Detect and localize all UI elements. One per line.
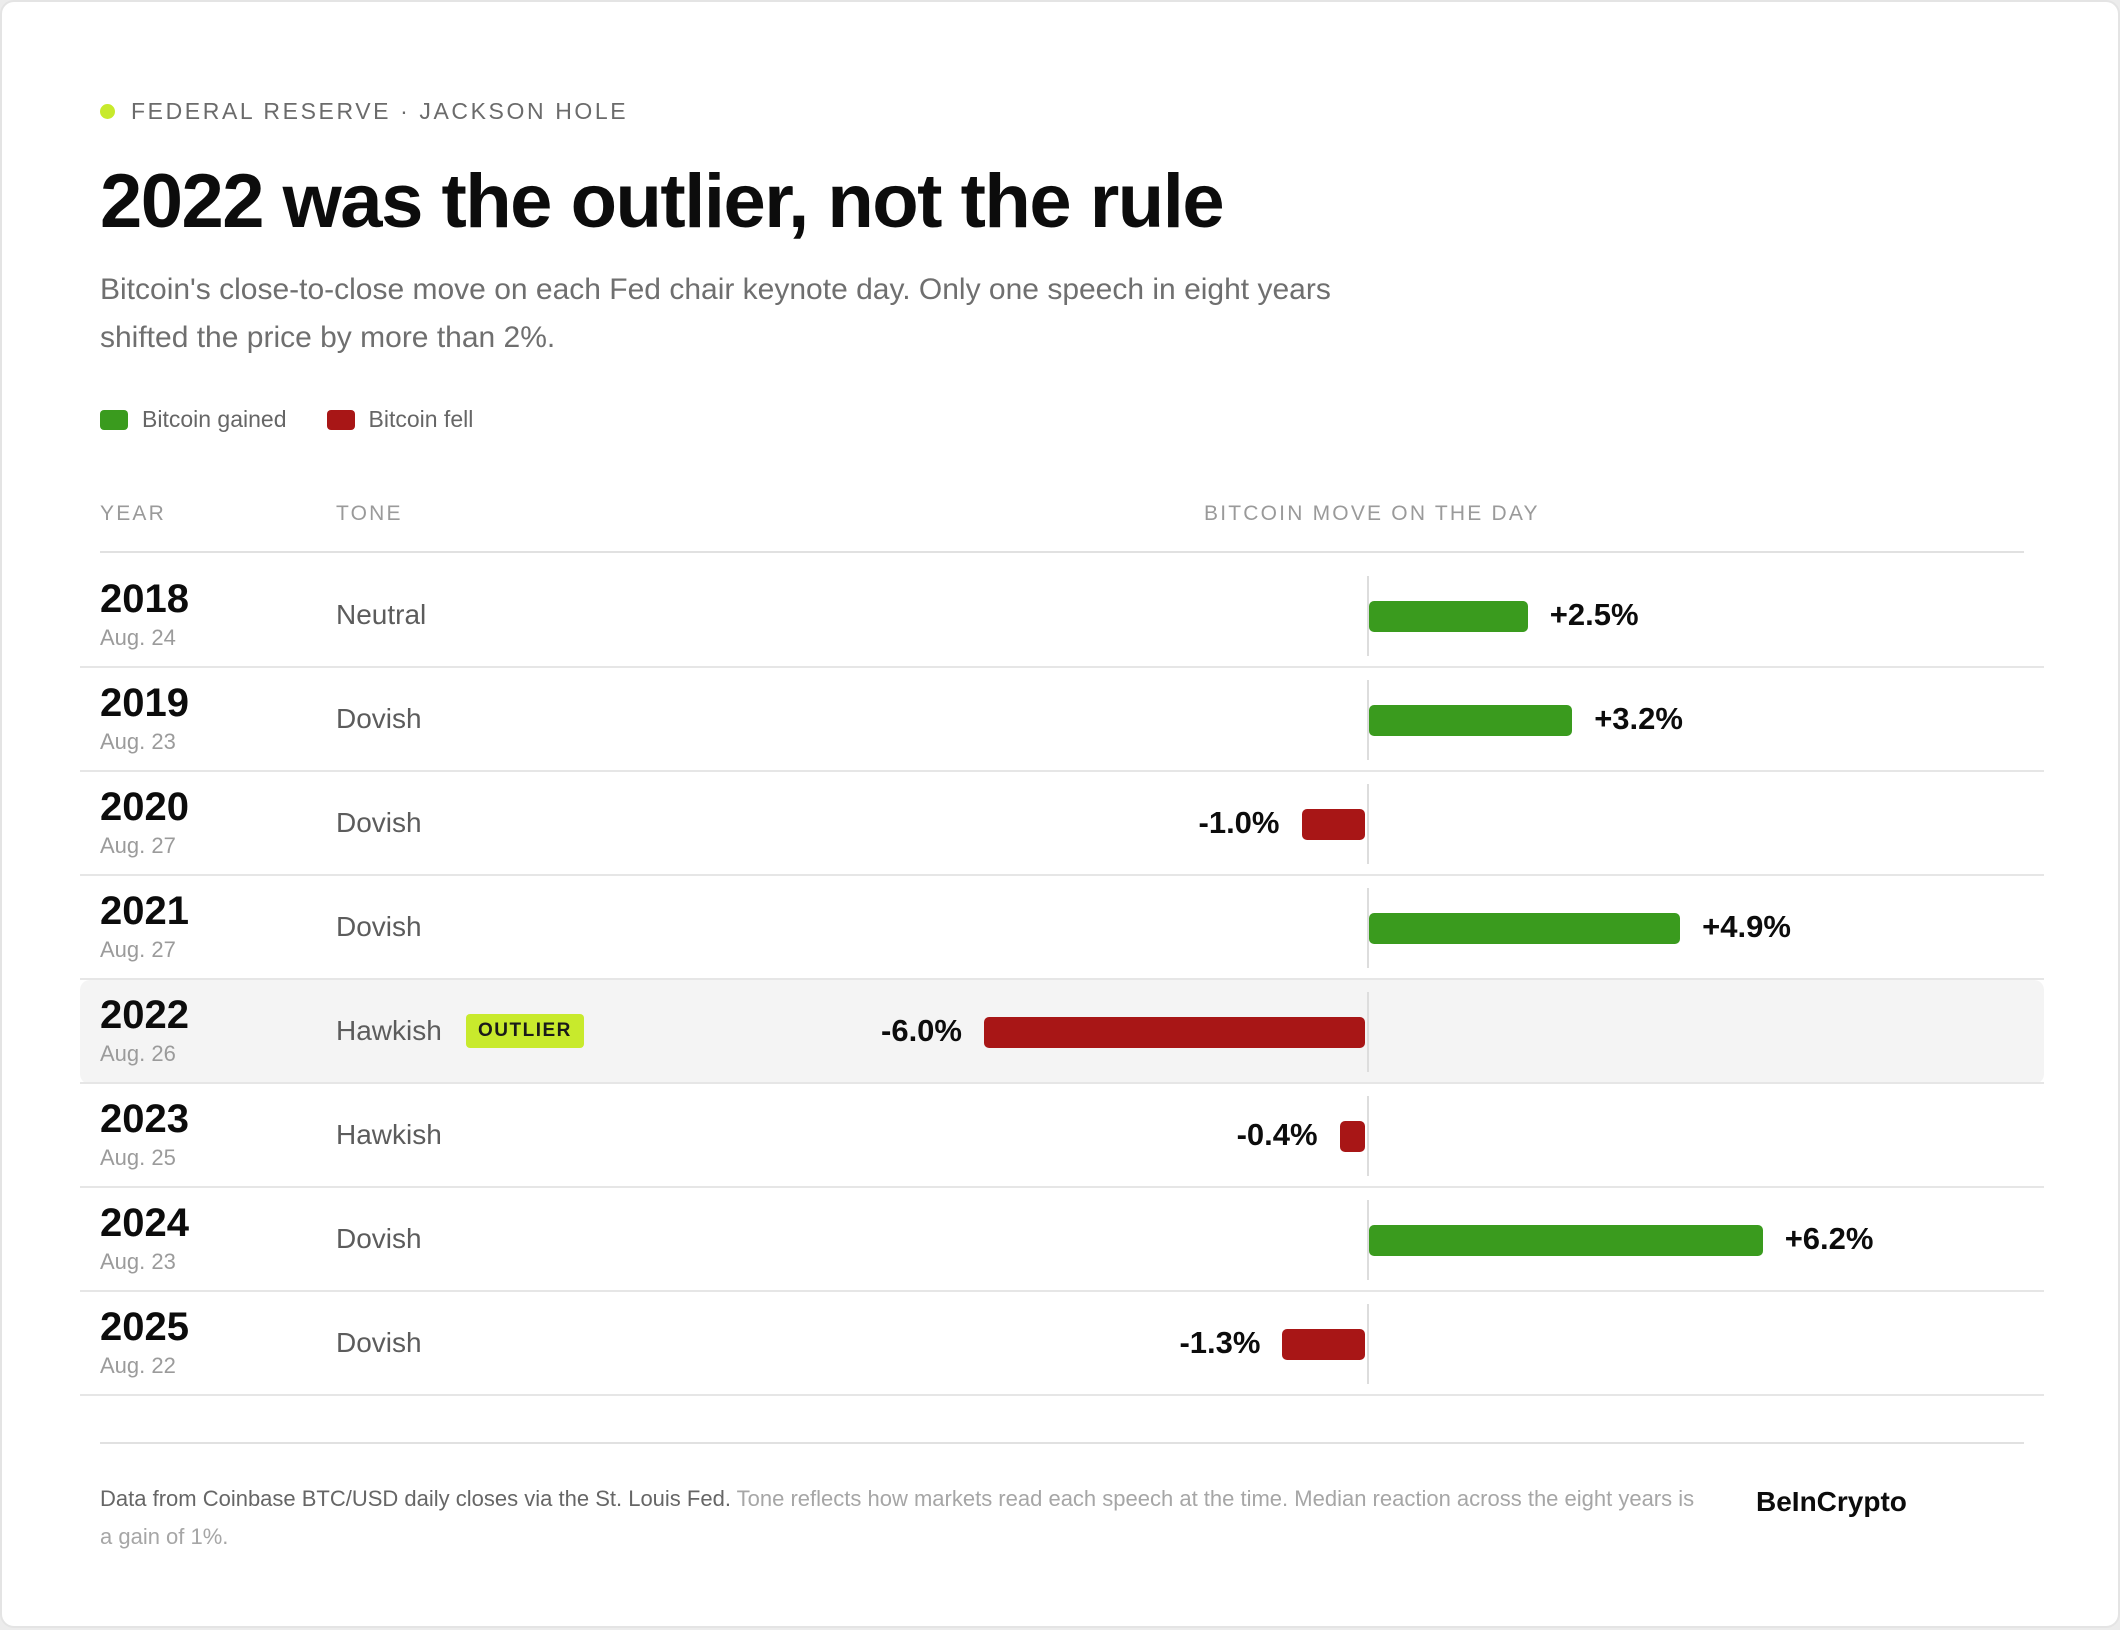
table-row: 2018 Aug. 24 Neutral +2.5% — [80, 564, 2044, 668]
legend: Bitcoin gained Bitcoin fell — [100, 406, 513, 433]
row-date: Aug. 22 — [100, 1353, 176, 1378]
legend-swatch-gained — [100, 409, 128, 430]
bar-gain — [1369, 601, 1528, 632]
bar-loss — [1339, 1121, 1365, 1152]
row-divider — [80, 874, 2044, 876]
zero-axis-line — [1367, 992, 1369, 1072]
row-divider — [80, 1082, 2044, 1084]
row-date: Aug. 23 — [100, 1249, 176, 1274]
value-label: -0.4% — [1236, 1117, 1318, 1152]
row-tone: Dovish — [336, 1223, 422, 1254]
value-label: +3.2% — [1594, 701, 1683, 736]
legend-item-gained: Bitcoin gained — [100, 406, 287, 433]
kicker: FEDERAL RESERVE · JACKSON HOLE — [100, 98, 628, 125]
row-year: 2019 — [100, 681, 189, 725]
row-date: Aug. 23 — [100, 729, 176, 754]
row-year: 2022 — [100, 993, 189, 1037]
value-label: -1.0% — [1198, 805, 1280, 840]
bar-gain — [1369, 1225, 1763, 1256]
header-divider — [100, 551, 2024, 553]
table-row: 2025 Aug. 22 Dovish -1.3% — [80, 1292, 2044, 1396]
row-tone: Neutral — [336, 599, 427, 630]
row-date: Aug. 25 — [100, 1145, 176, 1170]
value-label: -1.3% — [1179, 1325, 1261, 1360]
legend-label-gained: Bitcoin gained — [142, 406, 287, 432]
value-label: +6.2% — [1784, 1221, 1874, 1256]
legend-swatch-fell — [326, 409, 355, 430]
row-tone: Hawkish — [336, 1015, 442, 1046]
row-date: Aug. 27 — [100, 937, 176, 962]
zero-axis-line — [1367, 680, 1369, 760]
row-divider — [80, 978, 2044, 980]
zero-axis-line — [1367, 1096, 1369, 1176]
legend-item-fell: Bitcoin fell — [326, 406, 474, 433]
chart-title: 2022 was the outlier, not the rule — [100, 159, 1225, 244]
footer-source: Data from Coinbase BTC/USD daily closes … — [100, 1486, 731, 1511]
column-header-year: YEAR — [100, 502, 166, 525]
column-header-tone: TONE — [336, 502, 403, 525]
table-row: 2021 Aug. 27 Dovish +4.9% — [80, 876, 2044, 980]
row-tone: Hawkish — [336, 1119, 442, 1150]
outlier-badge: OUTLIER — [466, 1014, 584, 1048]
zero-axis-line — [1367, 576, 1369, 656]
row-year: 2025 — [100, 1305, 189, 1349]
row-tone: Dovish — [336, 807, 422, 838]
row-tone: Dovish — [336, 703, 422, 734]
zero-axis-line — [1367, 784, 1369, 864]
footer-divider — [100, 1442, 2024, 1444]
value-label: +2.5% — [1549, 597, 1639, 632]
row-year: 2024 — [100, 1201, 189, 1245]
table-row: 2022 Aug. 26 Hawkish OUTLIER -6.0% — [80, 980, 2044, 1084]
kicker-text: FEDERAL RESERVE · JACKSON HOLE — [131, 98, 629, 124]
bar-gain — [1369, 705, 1573, 736]
zero-axis-line — [1367, 1304, 1369, 1384]
row-date: Aug. 24 — [100, 625, 176, 650]
table-row: 2020 Aug. 27 Dovish -1.0% — [80, 772, 2044, 876]
row-divider — [80, 1394, 2044, 1396]
bar-loss — [984, 1017, 1365, 1048]
row-divider — [80, 666, 2044, 668]
kicker-dot-icon — [100, 104, 115, 119]
legend-label-fell: Bitcoin fell — [368, 406, 474, 432]
row-divider — [80, 770, 2044, 772]
row-year: 2020 — [100, 785, 189, 829]
table-row: 2023 Aug. 25 Hawkish -0.4% — [80, 1084, 2044, 1188]
row-year: 2021 — [100, 889, 189, 933]
bar-gain — [1369, 913, 1681, 944]
value-label: -6.0% — [881, 1013, 962, 1048]
table-row: 2019 Aug. 23 Dovish +3.2% — [80, 668, 2044, 772]
chart-subtitle: Bitcoin's close-to-close move on each Fe… — [100, 273, 1331, 354]
zero-axis-line — [1367, 1200, 1369, 1280]
row-divider — [80, 1186, 2044, 1188]
row-divider — [80, 1290, 2044, 1292]
bar-loss — [1301, 809, 1365, 840]
footer-note: Data from Coinbase BTC/USD daily closes … — [100, 1480, 1710, 1556]
row-tone: Dovish — [336, 1327, 422, 1358]
zero-axis-line — [1367, 888, 1369, 968]
row-tone: Dovish — [336, 911, 422, 942]
table-row: 2024 Aug. 23 Dovish +6.2% — [80, 1188, 2044, 1292]
row-date: Aug. 26 — [100, 1041, 176, 1066]
row-date: Aug. 27 — [100, 833, 176, 858]
bar-loss — [1282, 1329, 1365, 1360]
row-year: 2018 — [100, 577, 189, 621]
brand-logo: BeInCrypto — [1756, 1486, 1907, 1517]
row-year: 2023 — [100, 1097, 189, 1141]
value-label: +4.9% — [1702, 909, 1791, 944]
column-header-move: BITCOIN MOVE ON THE DAY — [1204, 502, 1540, 525]
footer-detail: Tone reflects how markets read each spee… — [100, 1486, 1695, 1549]
